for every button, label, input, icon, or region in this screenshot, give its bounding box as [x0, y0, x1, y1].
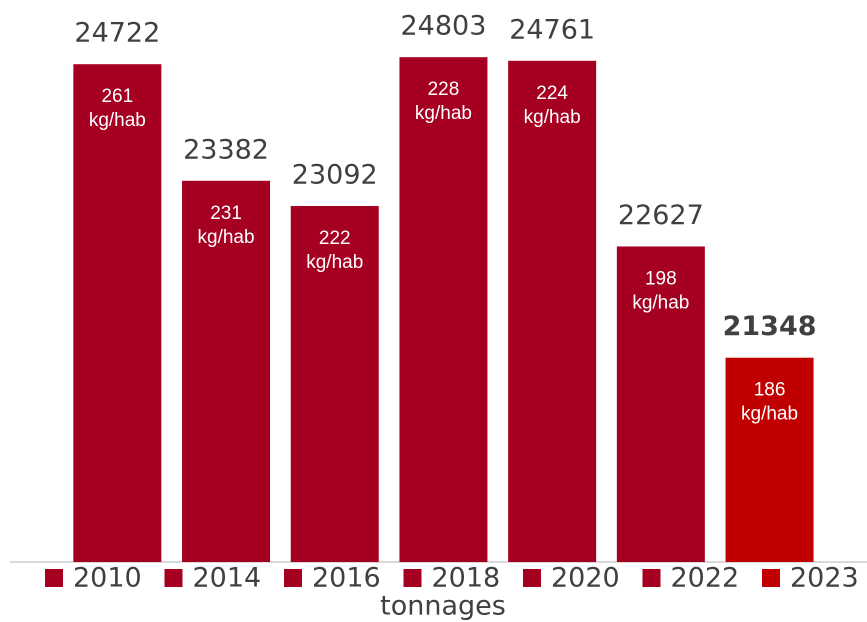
bar [399, 57, 488, 562]
legend-swatch [164, 569, 183, 587]
legend-swatch [45, 569, 63, 587]
bar [290, 206, 379, 562]
legend-label: 2018 [432, 563, 501, 594]
per-capita-value: 231 [210, 203, 242, 224]
per-capita-unit: kg/hab [741, 404, 798, 425]
value-label: 24803 [400, 11, 486, 42]
legend-swatch [284, 569, 302, 587]
value-label: 21348 [723, 311, 817, 342]
per-capita-value: 228 [428, 79, 460, 100]
x-axis-label: tonnages [380, 591, 506, 622]
legend-swatch [403, 569, 422, 587]
per-capita-value: 222 [319, 228, 351, 249]
per-capita-value: 198 [645, 268, 677, 289]
per-capita-unit: kg/hab [306, 252, 363, 273]
legend-swatch [762, 569, 780, 587]
legend-label: 2014 [193, 563, 262, 594]
bar [182, 180, 271, 562]
per-capita-value: 224 [536, 83, 568, 104]
legend-label: 2023 [790, 563, 859, 594]
bar [725, 357, 814, 562]
bar [73, 64, 162, 563]
per-capita-unit: kg/hab [632, 292, 689, 313]
legend-label: 2022 [671, 563, 740, 594]
value-label: 22627 [618, 200, 704, 231]
per-capita-value: 261 [101, 86, 133, 107]
bar [616, 246, 705, 563]
per-capita-unit: kg/hab [415, 103, 472, 124]
value-label: 24722 [74, 18, 160, 49]
bar [508, 60, 597, 562]
legend-label: 2010 [73, 563, 142, 594]
per-capita-value: 186 [754, 380, 786, 401]
value-label: 23382 [183, 134, 269, 165]
legend-swatch [523, 569, 541, 587]
value-label: 23092 [292, 160, 378, 191]
legend-label: 2016 [312, 563, 381, 594]
per-capita-unit: kg/hab [198, 227, 255, 248]
legend-swatch [642, 569, 661, 587]
per-capita-unit: kg/hab [89, 110, 146, 131]
value-label: 24761 [509, 14, 595, 45]
legend-label: 2020 [551, 563, 620, 594]
per-capita-unit: kg/hab [524, 107, 581, 128]
